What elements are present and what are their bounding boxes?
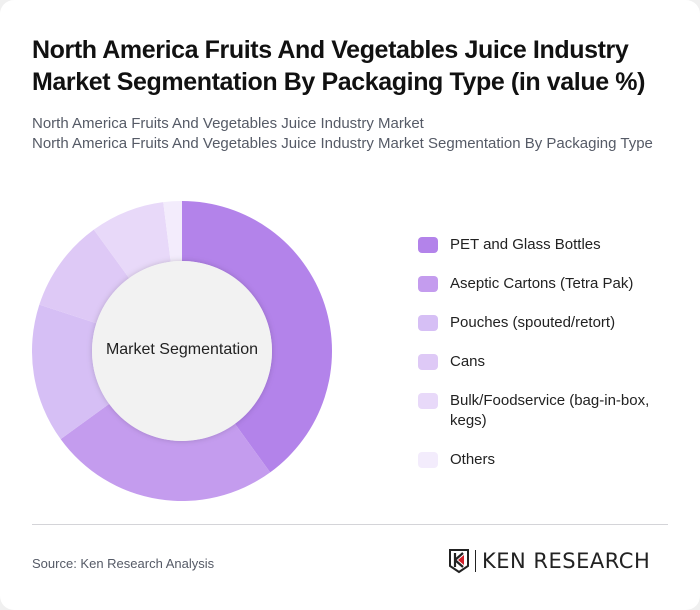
donut-chart	[32, 201, 332, 501]
legend-label: Pouches (spouted/retort)	[450, 314, 616, 331]
subtitle-line-2: North America Fruits And Vegetables Juic…	[32, 135, 653, 152]
logo-divider	[475, 550, 476, 572]
legend-swatch	[418, 237, 438, 253]
legend-label: Aseptic Cartons (Tetra Pak)	[450, 275, 634, 292]
legend-item[interactable]: Aseptic Cartons (Tetra Pak)	[418, 274, 678, 294]
legend-item[interactable]: Cans	[418, 352, 678, 372]
legend-item[interactable]: Bulk/Foodservice (bag-in-box, kegs)	[418, 391, 678, 431]
donut-segment[interactable]	[163, 201, 182, 262]
subtitle-line-1: North America Fruits And Vegetables Juic…	[32, 115, 424, 132]
chart-title: North America Fruits And Vegetables Juic…	[32, 36, 646, 96]
legend-item[interactable]: PET and Glass Bottles	[418, 235, 678, 255]
donut-center-label: Market Segmentation	[105, 341, 259, 358]
legend-label: Bulk/Foodservice (bag-in-box, kegs)	[450, 392, 650, 429]
legend-swatch	[418, 315, 438, 331]
ken-research-logo: KEN RESEARCH	[448, 548, 650, 574]
donut-segment[interactable]	[39, 229, 130, 324]
legend-item[interactable]: Pouches (spouted/retort)	[418, 313, 678, 333]
chart-legend: PET and Glass Bottles Aseptic Cartons (Te…	[418, 235, 678, 489]
legend-swatch	[418, 276, 438, 292]
legend-swatch	[418, 393, 438, 409]
logo-text: KEN RESEARCH	[482, 549, 651, 573]
ken-research-logo-icon	[449, 549, 469, 574]
chart-subtitle: North America Fruits And Vegetables Juic…	[32, 114, 672, 154]
donut-hole	[92, 261, 272, 441]
donut-segment[interactable]	[93, 202, 171, 279]
donut-segment[interactable]	[182, 201, 332, 473]
legend-swatch	[418, 452, 438, 468]
footer-divider	[32, 524, 668, 525]
legend-label: PET and Glass Bottles	[450, 236, 601, 253]
legend-label: Cans	[450, 353, 486, 370]
donut-segment[interactable]	[60, 403, 271, 501]
legend-swatch	[418, 354, 438, 370]
legend-item[interactable]: Others	[418, 450, 678, 470]
legend-label: Others	[450, 451, 496, 468]
source-note: Source: Ken Research Analysis	[32, 556, 215, 571]
donut-segment[interactable]	[32, 304, 110, 440]
